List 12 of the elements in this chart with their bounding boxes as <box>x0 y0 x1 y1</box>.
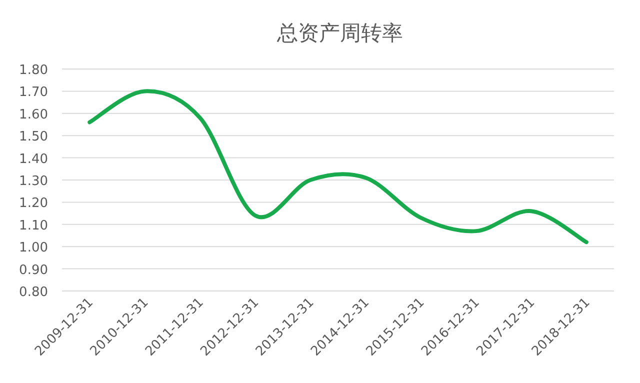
title: 总资产周转率 <box>277 21 403 45</box>
y-tick-label: 0.90 <box>19 262 48 278</box>
y-tick-label: 1.60 <box>19 107 48 122</box>
y-tick-label: 1.40 <box>19 152 48 167</box>
y-tick-label: 1.30 <box>19 174 48 189</box>
y-tick-label: 1.20 <box>19 196 48 212</box>
y-tick-label: 1.10 <box>19 218 48 234</box>
y-tick-label: 1.70 <box>19 85 48 100</box>
y-tick-label: 0.80 <box>19 285 48 300</box>
y-tick-label: 1.50 <box>19 130 48 145</box>
y-tick-label: 1.00 <box>19 240 48 256</box>
y-tick-label: 1.80 <box>19 63 48 78</box>
